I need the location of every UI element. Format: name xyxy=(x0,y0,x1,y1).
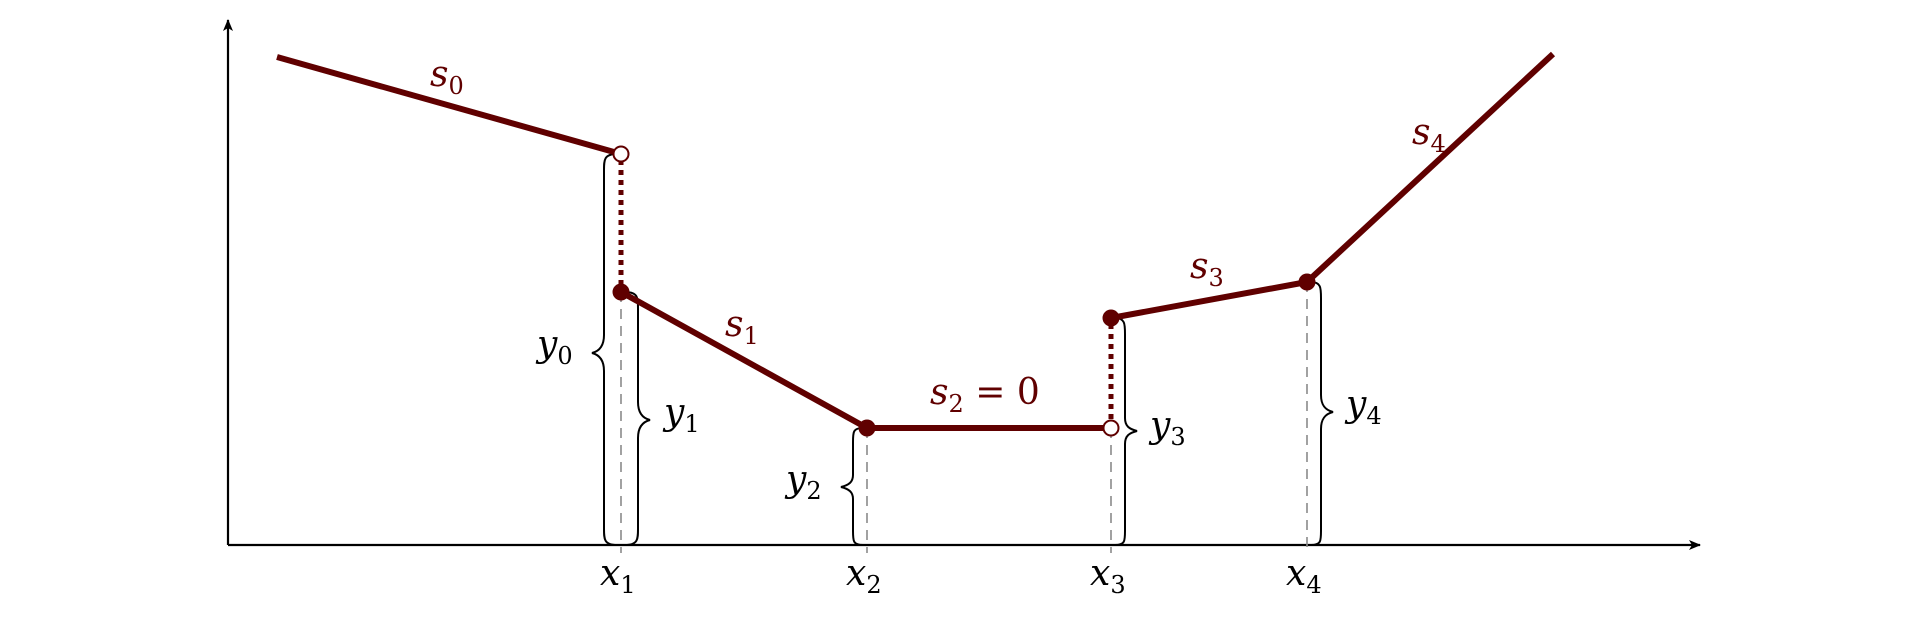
closed-point-x2 xyxy=(858,419,876,437)
segment-label-s2: s2 = 0 xyxy=(930,372,1040,418)
endpoints xyxy=(612,145,1316,437)
x-labels: x1 x2 x3 x4 xyxy=(600,553,1322,599)
brace-y4 xyxy=(1310,281,1334,546)
closed-point-x3 xyxy=(1102,309,1120,327)
y-label-0: y0 xyxy=(535,324,573,370)
x-label-3: x3 xyxy=(1090,553,1126,599)
segment-label-s3: s3 xyxy=(1190,246,1224,292)
segment-s4 xyxy=(1304,51,1556,285)
open-point-x3 xyxy=(1102,419,1120,437)
closed-point-x4 xyxy=(1298,273,1316,291)
brace-y1 xyxy=(624,291,651,546)
x-label-1: x1 xyxy=(600,553,636,599)
segments xyxy=(276,51,1556,431)
brace-y3 xyxy=(1114,317,1138,546)
guide-lines xyxy=(620,282,1308,553)
segment-s1 xyxy=(619,289,869,431)
y-label-2: y2 xyxy=(784,459,822,505)
brace-y2 xyxy=(840,427,864,546)
y-labels: y0 y1 y2 y3 y4 xyxy=(535,324,1382,505)
x-label-2: x2 xyxy=(846,553,882,599)
brace-y0 xyxy=(591,153,618,546)
y-label-3: y3 xyxy=(1148,405,1186,451)
x-label-4: x4 xyxy=(1286,553,1322,599)
segment-labels: s0 s1 s2 = 0 s3 s4 xyxy=(430,54,1446,418)
y-label-4: y4 xyxy=(1344,384,1382,430)
open-point-x1 xyxy=(612,145,630,163)
segment-s0 xyxy=(276,54,615,155)
closed-point-x1 xyxy=(612,283,630,301)
segment-label-s0: s0 xyxy=(430,54,464,100)
braces xyxy=(591,153,1334,546)
y-label-1: y1 xyxy=(662,392,700,438)
segment-label-s4: s4 xyxy=(1412,112,1446,158)
segment-s3 xyxy=(1110,279,1308,321)
segment-label-s1: s1 xyxy=(725,304,759,350)
